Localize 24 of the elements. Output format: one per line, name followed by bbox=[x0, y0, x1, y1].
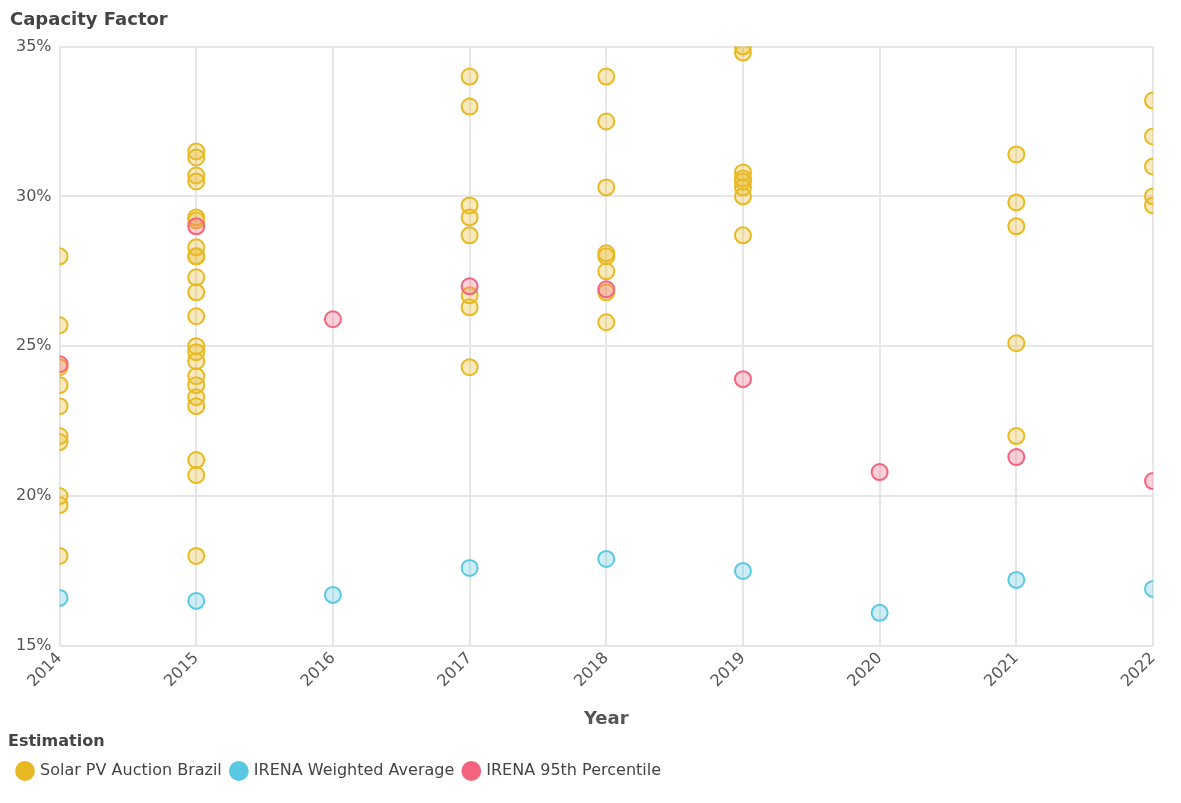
y-tick-label: 30% bbox=[16, 185, 52, 205]
point bbox=[597, 549, 616, 568]
y-axis-title: Capacity Factor bbox=[9, 8, 169, 29]
point bbox=[187, 591, 206, 610]
point bbox=[460, 277, 479, 296]
point bbox=[733, 370, 752, 389]
x-axis-title: Year bbox=[582, 706, 629, 728]
point bbox=[460, 558, 479, 577]
point bbox=[187, 217, 206, 236]
y-tick-label: 20% bbox=[16, 485, 52, 505]
point bbox=[733, 561, 752, 580]
point bbox=[323, 585, 342, 604]
y-tick-label: 25% bbox=[16, 335, 52, 355]
legend-label: Solar PV Auction Brazil bbox=[40, 760, 222, 780]
legend-title: Estimation bbox=[8, 730, 105, 750]
y-tick-label: 35% bbox=[16, 35, 52, 55]
point bbox=[1007, 570, 1026, 589]
point bbox=[870, 463, 889, 482]
point bbox=[1007, 448, 1026, 467]
y-tick-label: 15% bbox=[16, 634, 52, 654]
point bbox=[870, 603, 889, 622]
legend-label: IRENA Weighted Average bbox=[253, 760, 455, 780]
legend-label: IRENA 95th Percentile bbox=[486, 760, 662, 780]
point bbox=[323, 310, 342, 329]
